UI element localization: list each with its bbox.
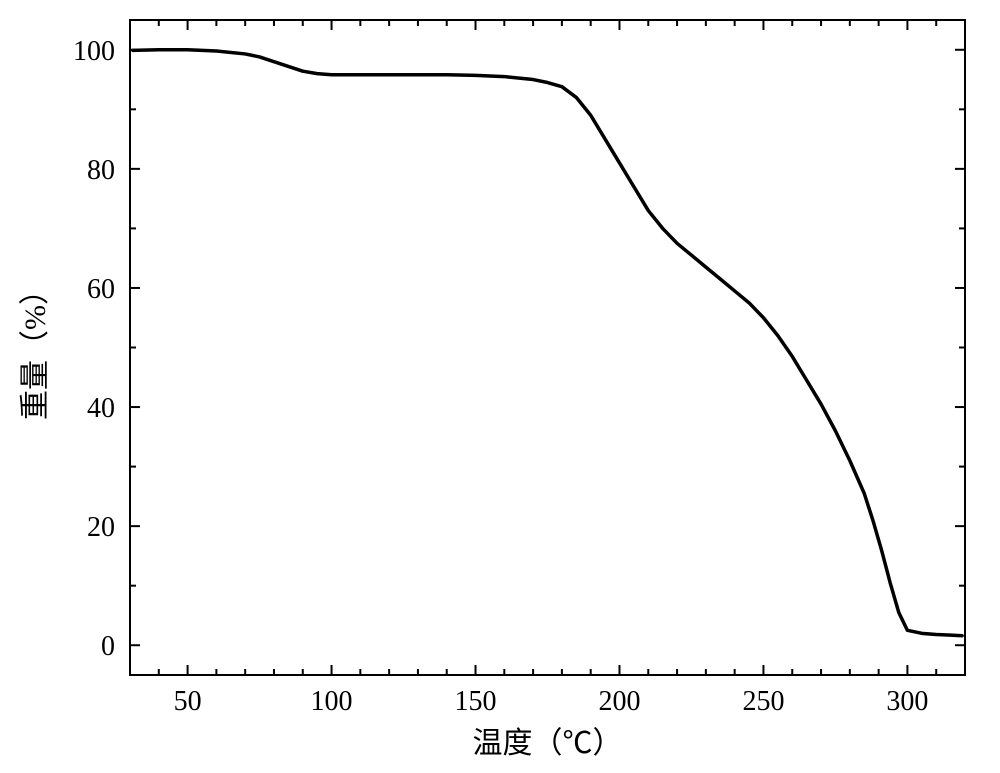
x-tick-label: 200 [598,686,640,717]
y-tick-label: 100 [73,36,115,67]
x-tick-label: 100 [311,686,353,717]
y-tick-label: 0 [101,631,115,662]
x-tick-label: 50 [174,686,202,717]
tga-chart: 50 100 150 200 250 300 0 20 40 60 80 100 温度（℃） 重量（%） [0,0,1000,773]
x-axis-label: 温度（℃） [473,727,623,760]
y-tick-label: 60 [87,274,115,305]
y-tick-label: 20 [87,512,115,543]
x-tick-label: 250 [742,686,784,717]
x-tick-label: 150 [455,686,497,717]
x-tick-label: 300 [886,686,928,717]
y-tick-label: 80 [87,155,115,186]
chart-svg: 50 100 150 200 250 300 0 20 40 60 80 100 温度（℃） 重量（%） [0,0,1000,773]
tga-curve [133,50,962,636]
y-tick-label: 40 [87,393,115,424]
y-axis-label: 重量（%） [19,275,52,420]
plot-frame [130,20,965,675]
